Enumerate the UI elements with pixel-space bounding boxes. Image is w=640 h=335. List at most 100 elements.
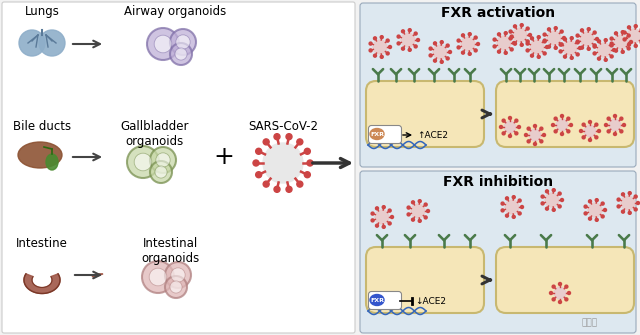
Circle shape — [382, 206, 385, 209]
Circle shape — [255, 148, 262, 154]
Circle shape — [563, 41, 577, 55]
Circle shape — [497, 50, 500, 53]
Circle shape — [529, 34, 531, 37]
Circle shape — [621, 210, 625, 213]
Circle shape — [142, 261, 174, 293]
Circle shape — [440, 60, 444, 63]
Circle shape — [552, 285, 555, 288]
Circle shape — [504, 31, 508, 35]
Circle shape — [559, 50, 562, 53]
Circle shape — [634, 195, 637, 198]
Circle shape — [559, 300, 561, 304]
Circle shape — [429, 54, 432, 57]
Circle shape — [449, 51, 451, 54]
Circle shape — [149, 268, 167, 286]
Text: FXR inhibition: FXR inhibition — [443, 175, 553, 189]
Circle shape — [543, 33, 546, 36]
Circle shape — [627, 29, 640, 43]
Circle shape — [567, 130, 570, 133]
Circle shape — [534, 125, 536, 128]
Circle shape — [165, 262, 191, 288]
Circle shape — [593, 31, 596, 34]
Circle shape — [307, 160, 313, 166]
Circle shape — [576, 34, 579, 37]
Circle shape — [390, 215, 394, 218]
Circle shape — [617, 205, 620, 208]
Circle shape — [595, 199, 598, 202]
Circle shape — [614, 49, 618, 52]
Circle shape — [623, 38, 626, 41]
Circle shape — [595, 218, 598, 221]
Circle shape — [371, 219, 374, 222]
Circle shape — [380, 55, 383, 58]
Circle shape — [540, 127, 543, 130]
Circle shape — [412, 201, 415, 204]
Circle shape — [170, 43, 192, 65]
Ellipse shape — [370, 129, 384, 139]
Circle shape — [412, 218, 415, 221]
Circle shape — [446, 57, 449, 60]
Circle shape — [461, 37, 475, 51]
Circle shape — [518, 126, 520, 129]
Circle shape — [505, 200, 519, 214]
Circle shape — [388, 222, 391, 225]
Circle shape — [510, 48, 513, 51]
FancyBboxPatch shape — [2, 2, 355, 333]
Circle shape — [373, 40, 387, 54]
Circle shape — [518, 199, 521, 202]
Circle shape — [579, 130, 582, 133]
Circle shape — [623, 124, 625, 127]
Circle shape — [604, 39, 607, 42]
Circle shape — [541, 195, 544, 198]
Circle shape — [601, 202, 604, 205]
Circle shape — [563, 38, 566, 41]
Circle shape — [560, 43, 563, 46]
Circle shape — [580, 29, 584, 32]
Circle shape — [509, 134, 511, 137]
Circle shape — [474, 36, 477, 39]
Circle shape — [598, 130, 600, 133]
Circle shape — [621, 50, 624, 53]
Circle shape — [537, 55, 540, 58]
Circle shape — [558, 192, 561, 195]
Circle shape — [509, 37, 512, 40]
Circle shape — [584, 205, 587, 208]
Circle shape — [375, 210, 389, 224]
Circle shape — [506, 197, 509, 200]
Text: FXR: FXR — [370, 132, 384, 136]
Circle shape — [547, 28, 550, 31]
Circle shape — [134, 153, 152, 171]
FancyBboxPatch shape — [496, 247, 634, 313]
Circle shape — [526, 40, 529, 43]
Circle shape — [515, 132, 518, 135]
Circle shape — [411, 204, 425, 218]
Circle shape — [582, 136, 585, 139]
Circle shape — [580, 46, 584, 49]
Circle shape — [637, 201, 639, 204]
Circle shape — [610, 55, 613, 58]
Circle shape — [408, 48, 412, 51]
Circle shape — [468, 32, 471, 36]
Circle shape — [541, 202, 544, 205]
Circle shape — [595, 136, 598, 139]
Circle shape — [552, 208, 556, 211]
Circle shape — [567, 117, 570, 120]
Circle shape — [530, 40, 544, 54]
Circle shape — [537, 36, 540, 39]
Circle shape — [171, 268, 185, 282]
Circle shape — [570, 124, 573, 127]
Circle shape — [386, 52, 389, 55]
Circle shape — [414, 32, 417, 35]
Circle shape — [147, 28, 179, 60]
Circle shape — [554, 130, 557, 133]
Circle shape — [502, 132, 505, 135]
Text: FXR: FXR — [370, 297, 384, 303]
Text: ↓ACE2: ↓ACE2 — [415, 296, 446, 306]
Circle shape — [510, 35, 513, 38]
Text: 量子位: 量子位 — [582, 318, 598, 327]
Circle shape — [550, 291, 552, 294]
Circle shape — [493, 45, 496, 48]
Circle shape — [477, 43, 479, 46]
Circle shape — [474, 49, 477, 52]
Circle shape — [621, 30, 624, 34]
